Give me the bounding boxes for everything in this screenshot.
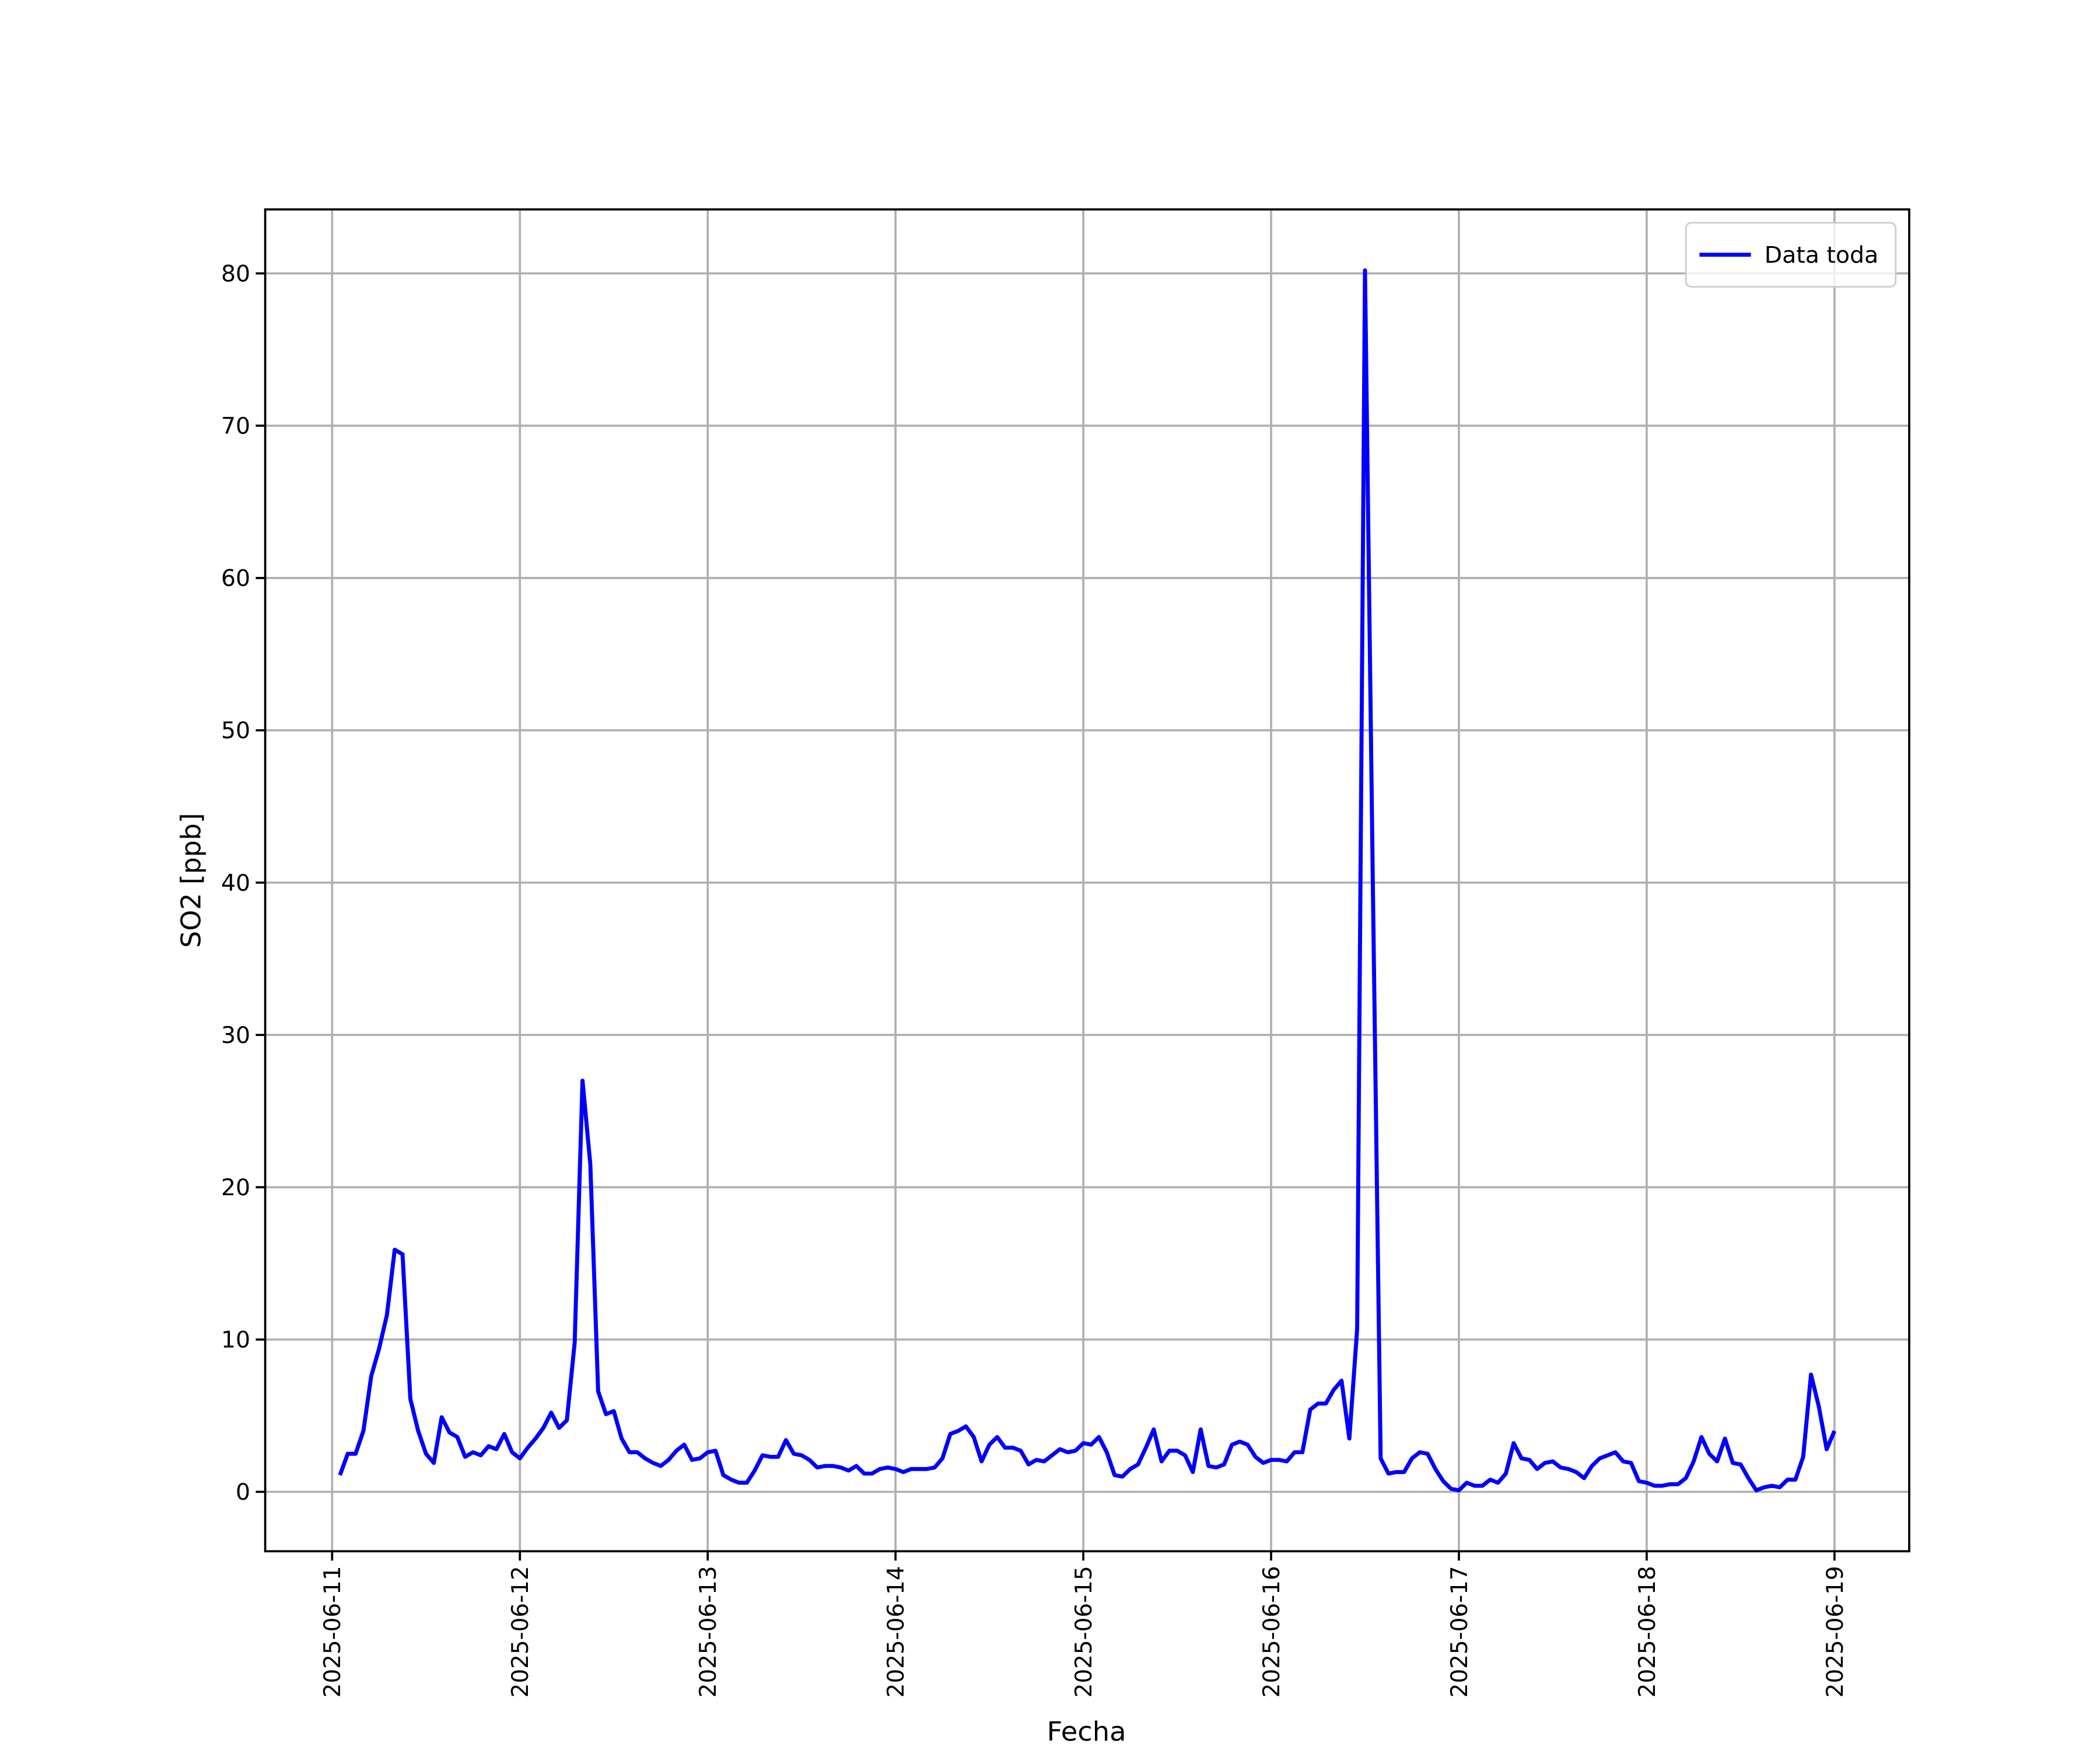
x-tick-label: 2025-06-19 bbox=[1822, 1566, 1849, 1698]
y-tick-label: 10 bbox=[221, 1327, 250, 1353]
x-tick-label: 2025-06-13 bbox=[695, 1566, 722, 1698]
y-axis-label: SO2 [ppb] bbox=[175, 813, 206, 947]
y-tick-label: 80 bbox=[221, 261, 250, 288]
x-axis-label: Fecha bbox=[1047, 1716, 1126, 1747]
plot-frame bbox=[264, 208, 1910, 1553]
x-tick-label: 2025-06-15 bbox=[1071, 1566, 1097, 1698]
x-tick-label: 2025-06-11 bbox=[320, 1566, 346, 1698]
x-tick-label: 2025-06-17 bbox=[1447, 1566, 1473, 1698]
y-tick-label: 70 bbox=[221, 414, 250, 440]
x-tick-label: 2025-06-12 bbox=[508, 1566, 534, 1698]
x-tick-label: 2025-06-18 bbox=[1634, 1566, 1661, 1698]
y-tick-label: 0 bbox=[236, 1479, 250, 1506]
y-tick-label: 30 bbox=[221, 1023, 250, 1049]
y-tick-label: 40 bbox=[221, 870, 250, 897]
x-tick-label: 2025-06-16 bbox=[1259, 1566, 1285, 1698]
series-line bbox=[338, 268, 1837, 1493]
legend-box bbox=[1685, 222, 1897, 288]
x-tick-label: 2025-06-14 bbox=[883, 1566, 909, 1698]
y-tick-label: 50 bbox=[221, 718, 250, 744]
y-tick-label: 20 bbox=[221, 1175, 250, 1201]
y-tick-label: 60 bbox=[221, 566, 250, 592]
legend-label: Data toda bbox=[1765, 243, 1878, 269]
